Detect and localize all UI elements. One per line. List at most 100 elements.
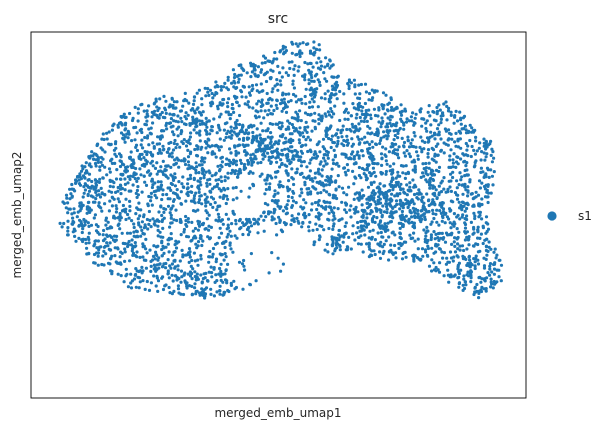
scatter-point [235,134,239,138]
scatter-point [331,75,335,79]
scatter-point [441,201,445,205]
scatter-point [291,125,296,130]
scatter-point [239,63,243,67]
scatter-point [313,74,317,78]
scatter-point [461,257,465,261]
scatter-point [434,144,438,148]
scatter-point [331,140,335,144]
scatter-point [406,171,411,175]
scatter-point [345,127,349,132]
scatter-point [102,228,106,233]
scatter-point [179,116,183,120]
scatter-point [104,223,108,227]
scatter-point [301,41,305,45]
scatter-point [388,118,392,122]
scatter-point [161,275,165,279]
scatter-point [433,154,437,158]
scatter-point [451,175,455,180]
scatter-point [491,150,495,154]
scatter-point [246,103,250,107]
scatter-point [432,261,436,265]
scatter-point [196,240,201,244]
scatter-point [322,228,326,232]
scatter-point [263,154,267,158]
scatter-point [275,57,279,61]
scatter-point [189,131,193,135]
scatter-point [271,122,275,126]
scatter-point [382,130,386,134]
scatter-point [426,244,430,248]
scatter-point [157,256,161,260]
scatter-point [425,241,429,245]
scatter-point [379,122,384,126]
scatter-point [419,135,423,139]
scatter-point [468,178,472,182]
scatter-point [353,92,357,96]
scatter-point [226,110,230,114]
scatter-point [225,121,229,125]
scatter-point [416,247,420,251]
scatter-point [186,155,191,159]
scatter-point [189,165,193,169]
scatter-point [218,195,222,199]
scatter-point [329,107,333,111]
scatter-point [302,198,306,202]
scatter-point [289,145,293,149]
scatter-point [169,221,173,225]
scatter-point [450,242,454,246]
scatter-point [485,237,489,241]
scatter-point [488,264,492,268]
scatter-point [395,106,399,110]
scatter-point [327,136,331,141]
scatter-point [181,104,185,108]
scatter-point [116,197,120,201]
scatter-point [105,137,109,141]
scatter-point [230,222,234,226]
scatter-point [161,218,165,222]
scatter-point [123,140,127,144]
scatter-point [173,184,177,188]
scatter-point [427,104,431,108]
scatter-point [437,169,441,174]
scatter-point [242,223,246,228]
scatter-point [449,110,453,114]
scatter-point [192,99,196,103]
scatter-point [216,107,220,111]
scatter-point [152,112,156,116]
scatter-point [327,100,331,104]
scatter-point [306,62,310,66]
scatter-point [104,252,108,256]
scatter-point [310,75,314,80]
scatter-point [284,127,288,131]
scatter-point [112,197,116,201]
scatter-point [427,264,432,268]
scatter-point [86,235,90,239]
scatter-point [312,95,317,99]
scatter-point [316,191,320,195]
scatter-point [100,262,104,267]
scatter-point [359,229,363,233]
scatter-point [111,185,115,189]
scatter-point [106,220,110,224]
scatter-point [180,275,184,279]
scatter-point [208,255,212,259]
scatter-point [239,161,243,165]
scatter-point [420,139,424,143]
scatter-point [402,127,406,131]
scatter-point [346,82,350,86]
scatter-point [444,262,448,266]
scatter-point [294,201,298,205]
scatter-point [477,296,481,300]
scatter-point [484,147,488,151]
scatter-point [194,289,198,294]
scatter-point [87,189,92,193]
scatter-point [199,253,203,258]
scatter-point [303,128,307,132]
scatter-point [256,231,260,235]
scatter-point [416,154,420,158]
scatter-point [213,201,217,205]
scatter-point [143,122,147,126]
scatter-point [413,239,417,243]
scatter-point [113,254,117,258]
scatter-point [299,119,303,123]
